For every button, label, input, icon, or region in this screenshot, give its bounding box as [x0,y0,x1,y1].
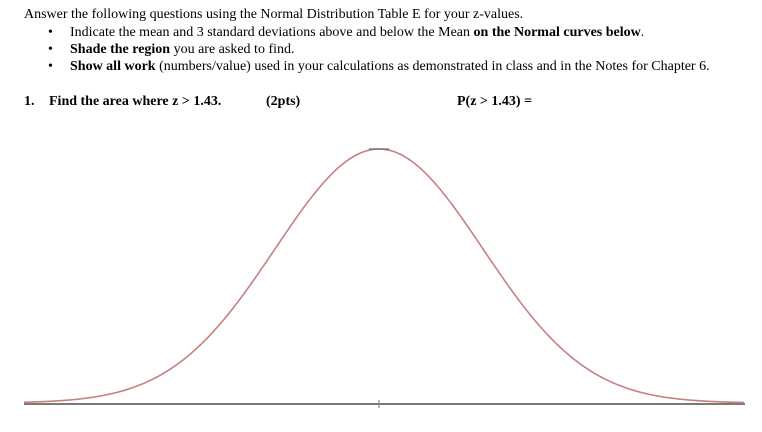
instruction-bullet: • Shade the region you are asked to find. [48,41,710,58]
bullet-text: Indicate the mean and 3 standard deviati… [70,25,474,40]
bullet-text: (numbers/value) used in your calculation… [155,59,710,74]
question-1: 1. Find the area where z > 1.43. (2pts) … [0,94,762,112]
question-text: Find the area where z > 1.43. [49,94,222,109]
bullet-dot: • [48,25,53,40]
normal-curve [23,148,745,404]
answer-label: P(z > 1.43) = [457,94,533,109]
bullet-text-bold: on the Normal curves below [473,25,641,40]
instruction-bullets: • Indicate the mean and 3 standard deviat… [48,24,710,75]
normal-curve-diagram [23,148,745,408]
question-points: (2pts) [266,94,301,109]
bullet-text: . [640,25,645,40]
bullet-text-bold: Shade the region [70,42,171,57]
bullet-text-bold: Show all work [70,59,156,74]
bullet-dot: • [48,59,53,74]
bullet-text: you are asked to find. [170,42,295,57]
question-number: 1. [24,94,35,109]
instruction-bullet: • Show all work (numbers/value) used in y… [48,58,710,75]
instructions-intro: Answer the following questions using the… [24,7,524,22]
bullet-dot: • [48,42,53,57]
instruction-bullet: • Indicate the mean and 3 standard deviat… [48,24,710,41]
